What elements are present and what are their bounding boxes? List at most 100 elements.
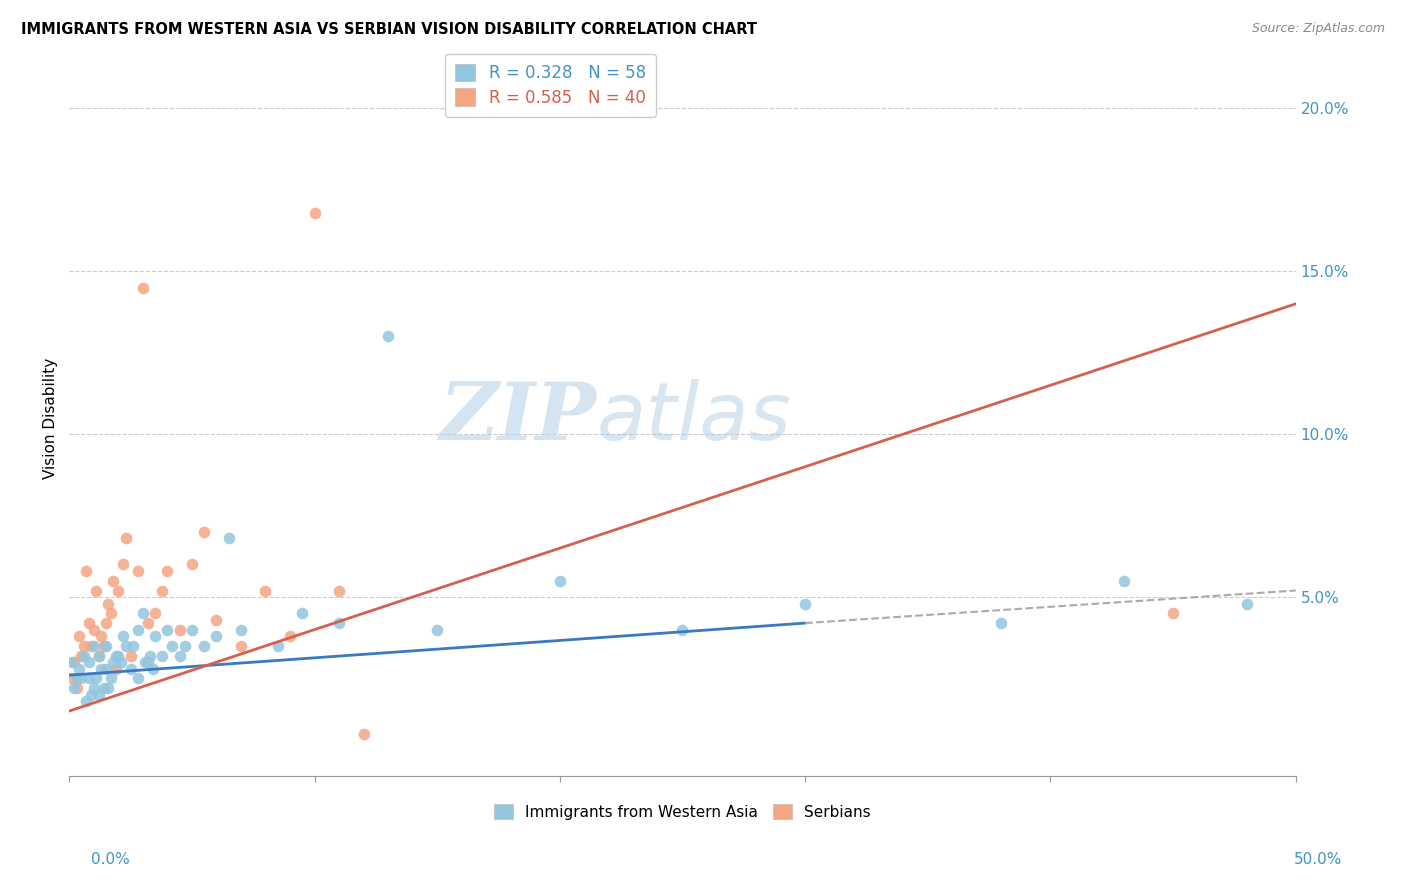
- Point: [100, 672, 122, 686]
- Point: [152, 648, 174, 663]
- Point: [107, 648, 129, 663]
- Point: [205, 629, 228, 643]
- Point: [83, 639, 105, 653]
- Point: [173, 639, 195, 653]
- Point: [77, 672, 100, 686]
- Point: [63, 655, 86, 669]
- Point: [127, 564, 149, 578]
- Point: [112, 629, 135, 643]
- Point: [136, 655, 159, 669]
- Point: [169, 623, 191, 637]
- Point: [120, 648, 142, 663]
- Point: [548, 574, 571, 588]
- Point: [142, 662, 165, 676]
- Point: [90, 662, 112, 676]
- Point: [80, 688, 103, 702]
- Point: [65, 672, 87, 686]
- Point: [180, 558, 202, 572]
- Point: [83, 681, 105, 696]
- Point: [75, 694, 97, 708]
- Point: [218, 532, 240, 546]
- Point: [87, 648, 110, 663]
- Point: [97, 597, 120, 611]
- Point: [114, 639, 136, 653]
- Point: [77, 655, 100, 669]
- Point: [794, 597, 817, 611]
- Point: [114, 532, 136, 546]
- Point: [94, 616, 117, 631]
- Point: [70, 648, 93, 663]
- Point: [132, 607, 155, 621]
- Point: [229, 639, 252, 653]
- Point: [93, 639, 115, 653]
- Point: [205, 613, 228, 627]
- Point: [97, 681, 120, 696]
- Point: [169, 648, 191, 663]
- Point: [353, 727, 375, 741]
- Point: [671, 623, 693, 637]
- Point: [65, 681, 87, 696]
- Point: [75, 564, 97, 578]
- Point: [87, 688, 110, 702]
- Point: [278, 629, 301, 643]
- Point: [1236, 597, 1258, 611]
- Point: [990, 616, 1012, 631]
- Point: [67, 662, 90, 676]
- Point: [127, 672, 149, 686]
- Point: [103, 655, 125, 669]
- Point: [1161, 607, 1184, 621]
- Point: [193, 639, 215, 653]
- Point: [87, 648, 110, 663]
- Point: [180, 623, 202, 637]
- Point: [254, 583, 277, 598]
- Text: 0.0%: 0.0%: [91, 852, 131, 867]
- Point: [377, 329, 399, 343]
- Point: [152, 583, 174, 598]
- Point: [100, 607, 122, 621]
- Point: [132, 280, 155, 294]
- Point: [77, 616, 100, 631]
- Point: [103, 574, 125, 588]
- Point: [1112, 574, 1135, 588]
- Point: [83, 623, 105, 637]
- Point: [328, 583, 350, 598]
- Text: atlas: atlas: [596, 379, 792, 457]
- Text: IMMIGRANTS FROM WESTERN ASIA VS SERBIAN VISION DISABILITY CORRELATION CHART: IMMIGRANTS FROM WESTERN ASIA VS SERBIAN …: [21, 22, 756, 37]
- Legend: Immigrants from Western Asia, Serbians: Immigrants from Western Asia, Serbians: [488, 797, 876, 826]
- Point: [120, 662, 142, 676]
- Point: [143, 607, 166, 621]
- Text: Source: ZipAtlas.com: Source: ZipAtlas.com: [1251, 22, 1385, 36]
- Point: [90, 629, 112, 643]
- Text: 50.0%: 50.0%: [1295, 852, 1343, 867]
- Point: [267, 639, 290, 653]
- Point: [193, 524, 215, 539]
- Point: [136, 616, 159, 631]
- Point: [60, 672, 83, 686]
- Point: [107, 583, 129, 598]
- Point: [84, 672, 107, 686]
- Point: [73, 639, 96, 653]
- Point: [143, 629, 166, 643]
- Y-axis label: Vision Disability: Vision Disability: [44, 358, 58, 478]
- Point: [104, 648, 127, 663]
- Point: [112, 558, 135, 572]
- Point: [110, 655, 132, 669]
- Point: [67, 629, 90, 643]
- Point: [93, 681, 115, 696]
- Point: [60, 655, 83, 669]
- Point: [139, 648, 162, 663]
- Point: [84, 583, 107, 598]
- Point: [94, 639, 117, 653]
- Point: [94, 662, 117, 676]
- Point: [156, 623, 179, 637]
- Point: [63, 681, 86, 696]
- Text: ZIP: ZIP: [440, 379, 596, 457]
- Point: [156, 564, 179, 578]
- Point: [70, 672, 93, 686]
- Point: [73, 648, 96, 663]
- Point: [162, 639, 184, 653]
- Point: [328, 616, 350, 631]
- Point: [80, 639, 103, 653]
- Point: [122, 639, 145, 653]
- Point: [229, 623, 252, 637]
